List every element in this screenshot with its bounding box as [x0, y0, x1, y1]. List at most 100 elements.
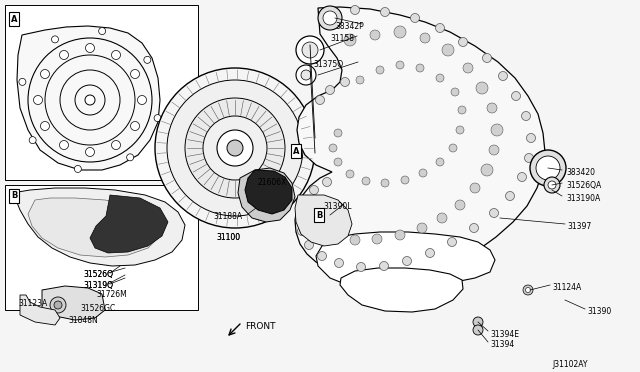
Circle shape: [487, 103, 497, 113]
Circle shape: [527, 134, 536, 142]
Circle shape: [370, 30, 380, 40]
Circle shape: [298, 227, 307, 235]
Circle shape: [455, 200, 465, 210]
Circle shape: [167, 80, 303, 216]
Bar: [5, 5, 198, 180]
Circle shape: [127, 154, 134, 161]
Circle shape: [131, 70, 140, 78]
Circle shape: [525, 154, 534, 163]
Circle shape: [470, 224, 479, 232]
Circle shape: [323, 177, 332, 186]
Circle shape: [490, 208, 499, 218]
Circle shape: [60, 51, 68, 60]
Circle shape: [321, 10, 330, 19]
Circle shape: [302, 42, 318, 58]
Circle shape: [316, 96, 324, 105]
Polygon shape: [20, 295, 60, 325]
Circle shape: [523, 285, 533, 295]
Circle shape: [60, 70, 120, 130]
Circle shape: [470, 183, 480, 193]
Circle shape: [351, 6, 360, 15]
Text: B: B: [316, 211, 322, 219]
Circle shape: [331, 232, 341, 242]
Circle shape: [435, 23, 445, 32]
Text: 31188A: 31188A: [213, 212, 242, 221]
Circle shape: [344, 34, 356, 46]
Circle shape: [463, 63, 473, 73]
Circle shape: [518, 173, 527, 182]
Circle shape: [511, 92, 520, 100]
Circle shape: [296, 36, 324, 64]
Polygon shape: [340, 268, 463, 312]
Text: 31375Q: 31375Q: [313, 60, 343, 69]
Circle shape: [33, 96, 42, 105]
Circle shape: [473, 317, 483, 327]
Text: 21606X: 21606X: [258, 178, 287, 187]
Circle shape: [301, 70, 311, 80]
Circle shape: [111, 141, 120, 150]
Circle shape: [436, 74, 444, 82]
Circle shape: [395, 230, 405, 240]
Polygon shape: [90, 195, 168, 253]
Circle shape: [185, 98, 285, 198]
Circle shape: [335, 259, 344, 267]
Circle shape: [401, 176, 409, 184]
Circle shape: [381, 179, 389, 187]
Circle shape: [296, 212, 305, 221]
Circle shape: [217, 130, 253, 166]
Circle shape: [29, 137, 36, 144]
Text: 31394E: 31394E: [490, 330, 519, 339]
Polygon shape: [238, 168, 295, 222]
Text: 31123A: 31123A: [18, 299, 47, 308]
Circle shape: [155, 68, 315, 228]
Circle shape: [318, 6, 342, 30]
Circle shape: [499, 71, 508, 80]
Text: 31394: 31394: [490, 340, 515, 349]
Circle shape: [381, 7, 390, 16]
Text: 31526QA: 31526QA: [566, 181, 601, 190]
Circle shape: [449, 144, 457, 152]
Circle shape: [323, 11, 337, 25]
Circle shape: [473, 325, 483, 335]
Circle shape: [310, 186, 319, 195]
Text: 31848N: 31848N: [68, 316, 98, 325]
Text: 383420: 383420: [566, 168, 595, 177]
Circle shape: [334, 129, 342, 137]
Circle shape: [356, 76, 364, 84]
Circle shape: [548, 181, 556, 189]
Circle shape: [491, 124, 503, 136]
Circle shape: [483, 54, 492, 62]
Circle shape: [74, 166, 81, 173]
Circle shape: [417, 223, 427, 233]
Circle shape: [305, 241, 314, 250]
Circle shape: [85, 95, 95, 105]
Polygon shape: [17, 26, 160, 170]
Circle shape: [60, 141, 68, 150]
Circle shape: [410, 13, 419, 22]
Circle shape: [227, 140, 243, 156]
Circle shape: [154, 115, 161, 122]
Text: A: A: [11, 15, 17, 23]
Circle shape: [51, 36, 58, 43]
Circle shape: [111, 51, 120, 60]
Circle shape: [458, 38, 467, 46]
Circle shape: [45, 55, 135, 145]
Circle shape: [396, 61, 404, 69]
Circle shape: [356, 263, 365, 272]
Circle shape: [317, 251, 326, 260]
Circle shape: [40, 70, 49, 78]
Text: 31319Q: 31319Q: [83, 281, 113, 290]
Text: 31100: 31100: [216, 233, 240, 242]
Text: 31526Q: 31526Q: [83, 270, 113, 279]
Circle shape: [489, 145, 499, 155]
Circle shape: [536, 156, 560, 180]
Circle shape: [437, 213, 447, 223]
Circle shape: [476, 82, 488, 94]
Text: 31526GC: 31526GC: [80, 304, 115, 313]
Circle shape: [203, 116, 267, 180]
Circle shape: [138, 96, 147, 105]
Circle shape: [442, 44, 454, 56]
Text: 31124A: 31124A: [552, 283, 581, 292]
Circle shape: [522, 112, 531, 121]
Circle shape: [372, 234, 382, 244]
